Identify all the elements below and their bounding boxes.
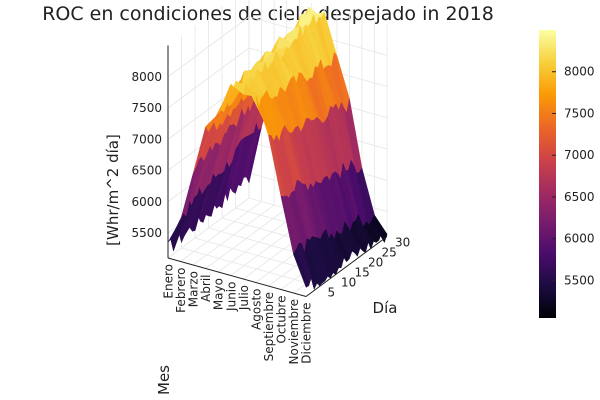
day-tick-label: 15 [355, 266, 370, 280]
colorbar-tick-label: 5500 [564, 273, 595, 287]
x-axis-label: Mes [155, 365, 173, 395]
month-tick-label: Mayo [212, 278, 226, 310]
month-tick-label: Octubre [274, 296, 288, 344]
colorbar-tick-label: 7500 [564, 106, 595, 120]
day-axis-line [305, 236, 388, 297]
z-tick-label: 7000 [131, 132, 162, 146]
floor-month-gridline [192, 204, 275, 266]
colorbar-tick-label: 6000 [564, 232, 595, 246]
day-tick-label: 5 [328, 286, 336, 300]
chart-title: ROC en condiciones de cielo despejado in… [42, 3, 494, 25]
colorbar-tick-label: 8000 [564, 65, 595, 79]
z-tick-label: 5500 [131, 226, 162, 240]
floor-month-gridline [167, 197, 250, 259]
surface-patch [293, 248, 310, 288]
z-tick-labels: 5500 6000 6500 7000 7500 8000 [131, 70, 162, 240]
colorbar [539, 30, 556, 318]
z-tick-label: 8000 [131, 70, 162, 84]
surface-plot [167, 6, 388, 290]
colorbar-ticks: 5500 6000 6500 7000 7500 8000 [552, 65, 595, 287]
z-tick-label: 6000 [131, 195, 162, 209]
floor-month-gridline [180, 201, 262, 262]
day-tick-label: 30 [395, 236, 410, 250]
axes [167, 45, 388, 297]
y-axis-label: Día [373, 299, 398, 317]
month-tick-label: Agosto [249, 289, 263, 330]
month-tick-label: Febrero [174, 268, 188, 313]
colorbar-tick-label: 6500 [564, 190, 595, 204]
month-tick-label: Julio [237, 285, 251, 311]
floor-day-gridline [181, 247, 320, 287]
day-tick-label: 20 [368, 256, 383, 270]
month-axis-line [167, 257, 307, 297]
floor-month-gridline [217, 211, 300, 273]
month-tick-label: Enero [162, 264, 176, 299]
month-tick-label: Marzo [187, 271, 201, 307]
z-axis-label: [Whr/m^2 día] [104, 134, 122, 246]
month-tick-label: Noviembre [287, 299, 301, 365]
month-tick-label: Junio [224, 282, 238, 312]
z-tick-label: 6500 [131, 164, 162, 178]
day-tick-label: 25 [382, 246, 397, 260]
day-tick-label: 10 [341, 276, 356, 290]
floor-month-gridline [205, 208, 287, 269]
colorbar-tick-label: 7000 [564, 148, 595, 162]
month-tick-label: Septiembre [262, 292, 276, 361]
z-tick-label: 7500 [131, 101, 162, 115]
month-tick-label: Abril [199, 275, 213, 302]
month-tick-label: Diciembre [300, 303, 314, 364]
month-tick-labels: EneroFebreroMarzoAbrilMayoJunioJulioAgos… [162, 264, 314, 365]
